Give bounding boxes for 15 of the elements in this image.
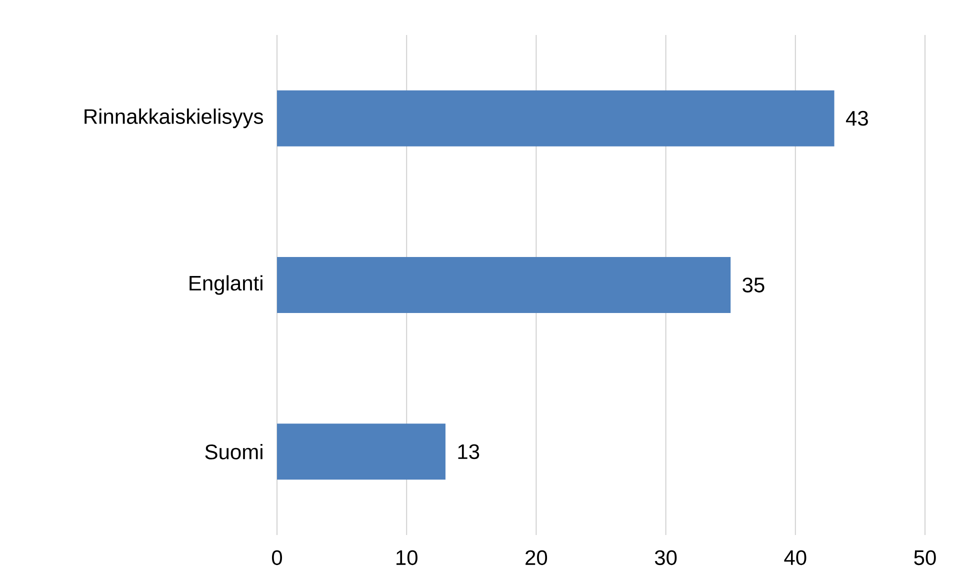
y-tick-label: Suomi [205, 444, 262, 460]
data-label: 13 [458, 444, 480, 460]
x-tick-label: 0 [272, 550, 282, 566]
bar [277, 257, 731, 314]
y-tick-label: Rinnakkaiskielisyys [84, 108, 263, 128]
y-tick-label: Englanti [190, 275, 262, 295]
data-label: 43 [846, 110, 868, 126]
x-tick-label: 40 [784, 550, 806, 566]
x-tick-label: 10 [396, 550, 418, 566]
data-label: 35 [742, 278, 764, 292]
x-tick-label: 50 [914, 550, 936, 566]
bar [277, 90, 834, 146]
bar [277, 424, 446, 480]
x-tick-label: 30 [654, 550, 677, 566]
x-tick-label: 20 [526, 550, 548, 566]
